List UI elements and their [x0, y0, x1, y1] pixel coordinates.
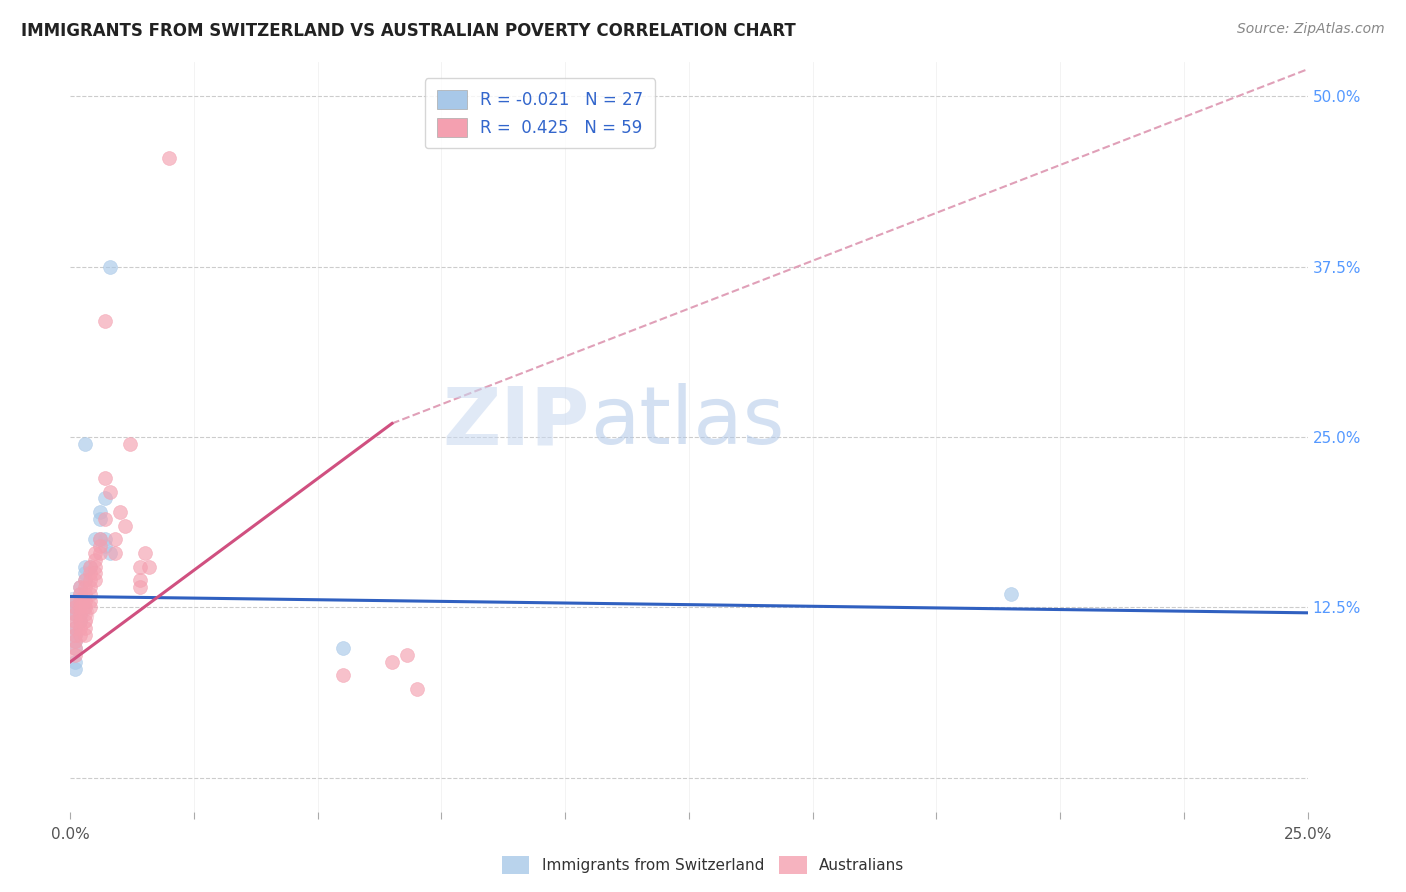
Point [65, 600, 87, 615]
Point [65, 648, 87, 662]
Point [75, 614, 97, 628]
Point [79, 566, 101, 581]
Point [69, 593, 91, 607]
Point [75, 566, 97, 581]
Point [69, 580, 91, 594]
Point [94, 314, 117, 328]
Point [69, 600, 91, 615]
Point [89, 505, 111, 519]
Point [65, 607, 87, 622]
Point [94, 539, 117, 553]
Point [75, 573, 97, 587]
Point [94, 491, 117, 506]
Point [69, 580, 91, 594]
Point [84, 546, 107, 560]
Point [98, 484, 121, 499]
Point [84, 573, 107, 587]
Point [69, 607, 91, 622]
Text: atlas: atlas [591, 383, 785, 461]
Point [69, 587, 91, 601]
Point [65, 627, 87, 641]
Point [94, 533, 117, 547]
Point [128, 559, 150, 574]
Point [84, 566, 107, 581]
Point [75, 587, 97, 601]
Point [65, 627, 87, 641]
Legend: Immigrants from Switzerland, Australians: Immigrants from Switzerland, Australians [496, 850, 910, 880]
Point [65, 634, 87, 648]
Point [69, 614, 91, 628]
Point [79, 593, 101, 607]
Point [65, 607, 87, 622]
Point [75, 600, 97, 615]
Point [75, 437, 97, 451]
Point [104, 533, 127, 547]
Point [98, 546, 121, 560]
Point [65, 655, 87, 669]
Point [395, 648, 418, 662]
Point [65, 607, 87, 622]
Point [94, 512, 117, 526]
Point [89, 546, 111, 560]
Point [89, 512, 111, 526]
Point [98, 260, 121, 274]
Point [332, 668, 354, 682]
Legend: R = -0.021   N = 27, R =  0.425   N = 59: R = -0.021 N = 27, R = 0.425 N = 59 [425, 78, 655, 148]
Point [75, 580, 97, 594]
Point [79, 587, 101, 601]
Point [65, 600, 87, 615]
Point [65, 614, 87, 628]
Point [89, 533, 111, 547]
Point [65, 600, 87, 615]
Point [75, 559, 97, 574]
Point [65, 634, 87, 648]
Point [114, 518, 136, 533]
Point [89, 533, 111, 547]
Point [65, 621, 87, 635]
Point [128, 580, 150, 594]
Point [69, 614, 91, 628]
Point [79, 559, 101, 574]
Point [65, 641, 87, 656]
Point [381, 655, 404, 669]
Point [405, 682, 427, 697]
Point [84, 552, 107, 566]
Point [69, 587, 91, 601]
Point [75, 573, 97, 587]
Point [75, 593, 97, 607]
Text: IMMIGRANTS FROM SWITZERLAND VS AUSTRALIAN POVERTY CORRELATION CHART: IMMIGRANTS FROM SWITZERLAND VS AUSTRALIA… [21, 22, 796, 40]
Point [79, 580, 101, 594]
Point [118, 437, 141, 451]
Point [79, 573, 101, 587]
Point [84, 559, 107, 574]
Point [79, 600, 101, 615]
Point [108, 505, 131, 519]
Point [69, 621, 91, 635]
Point [89, 539, 111, 553]
Point [1000, 587, 1022, 601]
Point [332, 641, 354, 656]
Text: ZIP: ZIP [443, 383, 591, 461]
Point [75, 621, 97, 635]
Point [65, 662, 87, 676]
Point [157, 151, 180, 165]
Point [75, 627, 97, 641]
Point [65, 621, 87, 635]
Point [128, 573, 150, 587]
Point [84, 533, 107, 547]
Point [75, 607, 97, 622]
Point [94, 471, 117, 485]
Point [134, 546, 156, 560]
Point [104, 546, 127, 560]
Point [65, 593, 87, 607]
Point [138, 559, 160, 574]
Point [65, 641, 87, 656]
Point [65, 593, 87, 607]
Point [79, 559, 101, 574]
Point [69, 627, 91, 641]
Text: Source: ZipAtlas.com: Source: ZipAtlas.com [1237, 22, 1385, 37]
